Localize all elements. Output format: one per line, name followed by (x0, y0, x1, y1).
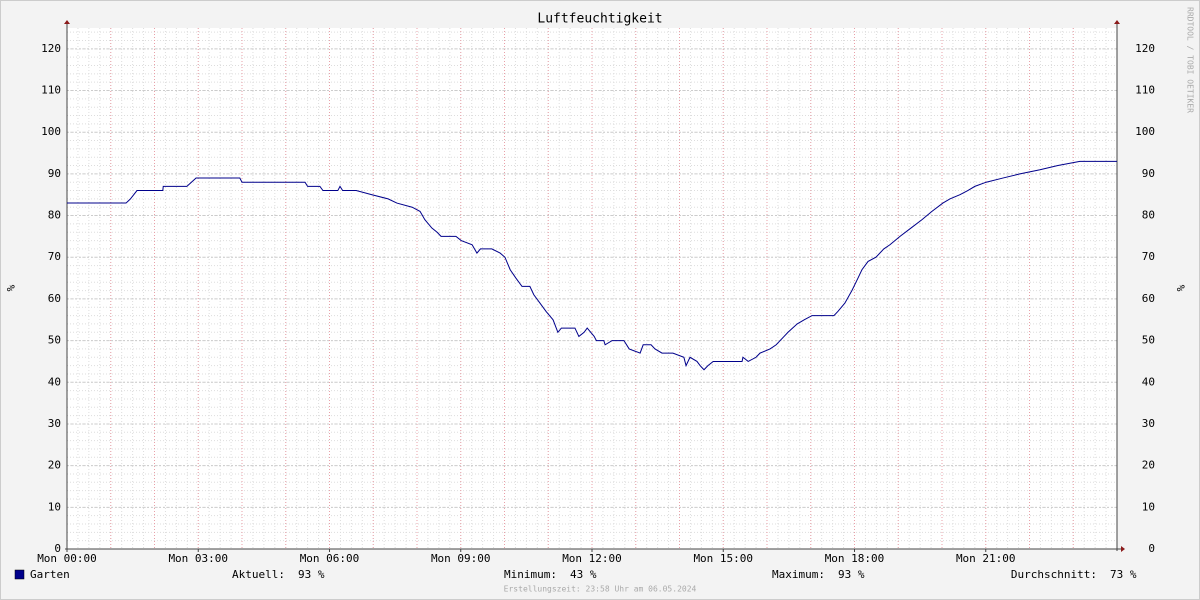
stat-value: 73 % (1110, 568, 1137, 581)
grid (66, 28, 1118, 550)
axis-arrow (1114, 20, 1120, 24)
plot-area (67, 28, 1117, 549)
x-tick-label: Mon 18:00 (825, 552, 885, 565)
x-tick-label: Mon 06:00 (300, 552, 360, 565)
y-tick-label: 110 (41, 84, 61, 97)
chart-title: Luftfeuchtigkeit (537, 12, 662, 27)
y2-tick-label: 60 (1142, 292, 1155, 305)
stat-label: Aktuell: (232, 568, 285, 581)
x-tick-label: Mon 09:00 (431, 552, 491, 565)
stat-label: Durchschnitt: (1011, 568, 1097, 581)
y-tick-label: 70 (48, 250, 61, 263)
stat-value: 43 % (570, 568, 597, 581)
x-tick-label: Mon 15:00 (693, 552, 753, 565)
y2-tick-label: 0 (1148, 542, 1155, 555)
y2-tick-label: 70 (1142, 250, 1155, 263)
y-tick-label: 0 (54, 542, 61, 555)
y2-tick-label: 120 (1135, 42, 1155, 55)
y-tick-label: 10 (48, 500, 61, 513)
y-tick-label: 40 (48, 375, 61, 388)
y2-tick-label: 20 (1142, 459, 1155, 472)
y2-tick-label: 90 (1142, 167, 1155, 180)
y-tick-label: 120 (41, 42, 61, 55)
axis-arrow (64, 20, 70, 24)
footer: Erstellungszeit: 23:58 Uhr am 06.05.2024 (504, 585, 697, 594)
y-axis-label: % (4, 285, 17, 292)
y-tick-label: 20 (48, 459, 61, 472)
stat-label: Maximum: (772, 568, 825, 581)
stat-value: 93 % (298, 568, 325, 581)
y2-tick-label: 80 (1142, 209, 1155, 222)
legend-label: Garten (30, 568, 70, 581)
y2-tick-label: 10 (1142, 500, 1155, 513)
y2-tick-label: 110 (1135, 84, 1155, 97)
y-tick-label: 50 (48, 334, 61, 347)
y2-tick-label: 50 (1142, 334, 1155, 347)
x-tick-label: Mon 21:00 (956, 552, 1016, 565)
x-tick-label: Mon 03:00 (168, 552, 228, 565)
y-tick-label: 60 (48, 292, 61, 305)
legend-swatch (14, 569, 25, 580)
x-tick-label: Mon 12:00 (562, 552, 622, 565)
stat-value: 93 % (838, 568, 865, 581)
y2-axis-label: % (1174, 285, 1187, 292)
y-tick-label: 30 (48, 417, 61, 430)
y-tick-label: 80 (48, 209, 61, 222)
y2-tick-label: 100 (1135, 125, 1155, 138)
watermark: RRDTOOL / TOBI OETIKER (1186, 7, 1195, 113)
axis-arrow (1121, 546, 1125, 552)
y2-tick-label: 30 (1142, 417, 1155, 430)
y-tick-label: 90 (48, 167, 61, 180)
stat-label: Minimum: (504, 568, 557, 581)
series-line (67, 160, 1117, 371)
x-tick-label: Mon 00:00 (37, 552, 97, 565)
y2-tick-label: 40 (1142, 375, 1155, 388)
y-tick-label: 100 (41, 125, 61, 138)
